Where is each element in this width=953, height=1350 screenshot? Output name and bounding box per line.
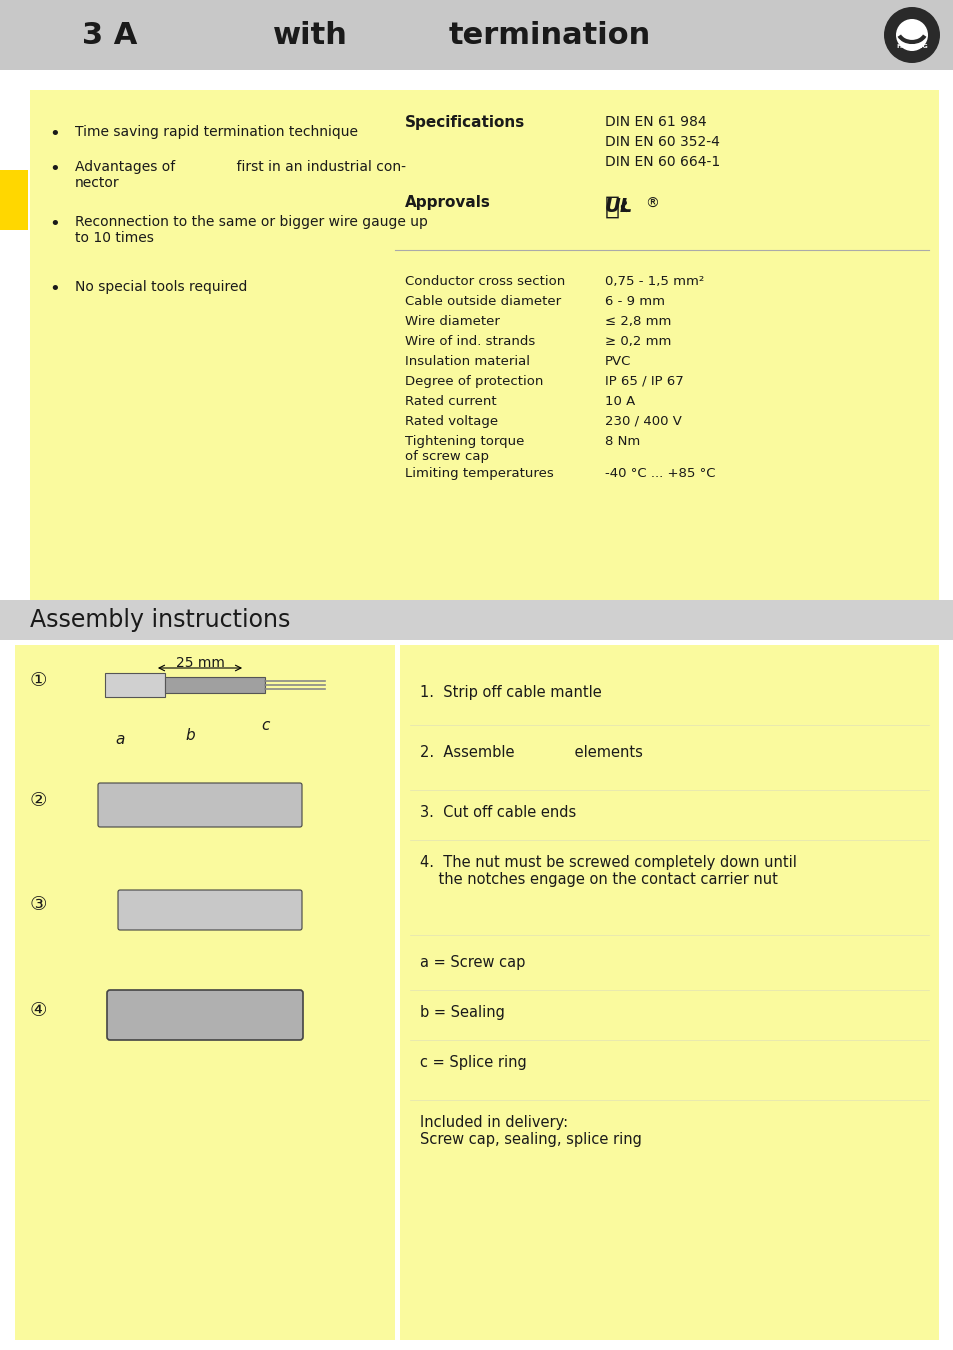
Text: 3.  Cut off cable ends: 3. Cut off cable ends [419, 805, 576, 819]
Text: 8 Nm: 8 Nm [604, 435, 639, 448]
Text: •: • [50, 161, 60, 178]
Text: ②: ② [30, 791, 47, 810]
Text: termination: termination [449, 20, 651, 50]
FancyBboxPatch shape [105, 674, 165, 697]
Text: -40 °C ... +85 °C: -40 °C ... +85 °C [604, 467, 715, 481]
Text: IP 65 / IP 67: IP 65 / IP 67 [604, 375, 683, 387]
Text: ®: ® [644, 197, 659, 211]
Text: Wire diameter: Wire diameter [405, 315, 499, 328]
FancyBboxPatch shape [15, 645, 395, 1341]
Text: 1.  Strip off cable mantle: 1. Strip off cable mantle [419, 684, 601, 701]
FancyBboxPatch shape [107, 990, 303, 1040]
Text: Time saving rapid termination technique: Time saving rapid termination technique [75, 126, 357, 139]
Text: No special tools required: No special tools required [75, 279, 247, 294]
Text: Tightening torque
of screw cap: Tightening torque of screw cap [405, 435, 524, 463]
Text: 2.  Assemble             elements: 2. Assemble elements [419, 745, 642, 760]
Text: c = Splice ring: c = Splice ring [419, 1054, 526, 1071]
Text: 10 A: 10 A [604, 396, 635, 408]
FancyBboxPatch shape [165, 676, 265, 693]
Text: UL: UL [604, 197, 633, 216]
Text: Conductor cross section: Conductor cross section [405, 275, 565, 288]
Text: •: • [50, 215, 60, 234]
Text: Included in delivery:
Screw cap, sealing, splice ring: Included in delivery: Screw cap, sealing… [419, 1115, 641, 1148]
Text: Insulation material: Insulation material [405, 355, 530, 369]
Text: ❓‹: ❓‹ [604, 194, 630, 219]
Text: 4.  The nut must be screwed completely down until
    the notches engage on the : 4. The nut must be screwed completely do… [419, 855, 796, 887]
FancyBboxPatch shape [118, 890, 302, 930]
Text: PVC: PVC [604, 355, 631, 369]
FancyBboxPatch shape [0, 599, 953, 640]
Text: 3 A: 3 A [82, 20, 137, 50]
Text: Advantages of              first in an industrial con-
nector: Advantages of first in an industrial con… [75, 161, 406, 190]
Text: b: b [185, 728, 194, 743]
Text: DIN EN 60 352-4: DIN EN 60 352-4 [604, 135, 720, 148]
FancyBboxPatch shape [0, 170, 28, 230]
Text: c: c [260, 717, 269, 733]
FancyBboxPatch shape [385, 90, 938, 599]
Text: ≤ 2,8 mm: ≤ 2,8 mm [604, 315, 671, 328]
Text: with: with [273, 20, 347, 50]
Text: •: • [50, 279, 60, 298]
Text: a = Screw cap: a = Screw cap [419, 954, 525, 971]
Text: Limiting temperatures: Limiting temperatures [405, 467, 553, 481]
Text: Assembly instructions: Assembly instructions [30, 608, 290, 632]
Text: a: a [115, 733, 125, 748]
Circle shape [883, 7, 939, 63]
Text: b = Sealing: b = Sealing [419, 1004, 504, 1021]
Text: 6 - 9 mm: 6 - 9 mm [604, 296, 664, 308]
Text: Specifications: Specifications [405, 115, 525, 130]
Text: Approvals: Approvals [405, 194, 491, 211]
Text: ③: ③ [30, 895, 47, 914]
FancyBboxPatch shape [0, 0, 953, 70]
FancyBboxPatch shape [98, 783, 302, 828]
Text: 230 / 400 V: 230 / 400 V [604, 414, 681, 428]
Text: DIN EN 61 984: DIN EN 61 984 [604, 115, 706, 130]
Text: Cable outside diameter: Cable outside diameter [405, 296, 560, 308]
Text: Rated current: Rated current [405, 396, 497, 408]
Text: Reconnection to the same or bigger wire gauge up
to 10 times: Reconnection to the same or bigger wire … [75, 215, 428, 246]
Text: Degree of protection: Degree of protection [405, 375, 543, 387]
FancyBboxPatch shape [399, 645, 938, 1341]
Text: 25 mm: 25 mm [175, 656, 224, 670]
Text: ④: ④ [30, 1000, 47, 1019]
Text: ①: ① [30, 671, 47, 690]
Text: DIN EN 60 664-1: DIN EN 60 664-1 [604, 155, 720, 169]
Text: Wire of ind. strands: Wire of ind. strands [405, 335, 535, 348]
FancyBboxPatch shape [30, 90, 410, 599]
Text: HARTING: HARTING [895, 45, 927, 50]
Text: •: • [50, 126, 60, 143]
Circle shape [895, 19, 927, 51]
Text: ≥ 0,2 mm: ≥ 0,2 mm [604, 335, 671, 348]
Text: 0,75 - 1,5 mm²: 0,75 - 1,5 mm² [604, 275, 703, 288]
Text: Rated voltage: Rated voltage [405, 414, 497, 428]
